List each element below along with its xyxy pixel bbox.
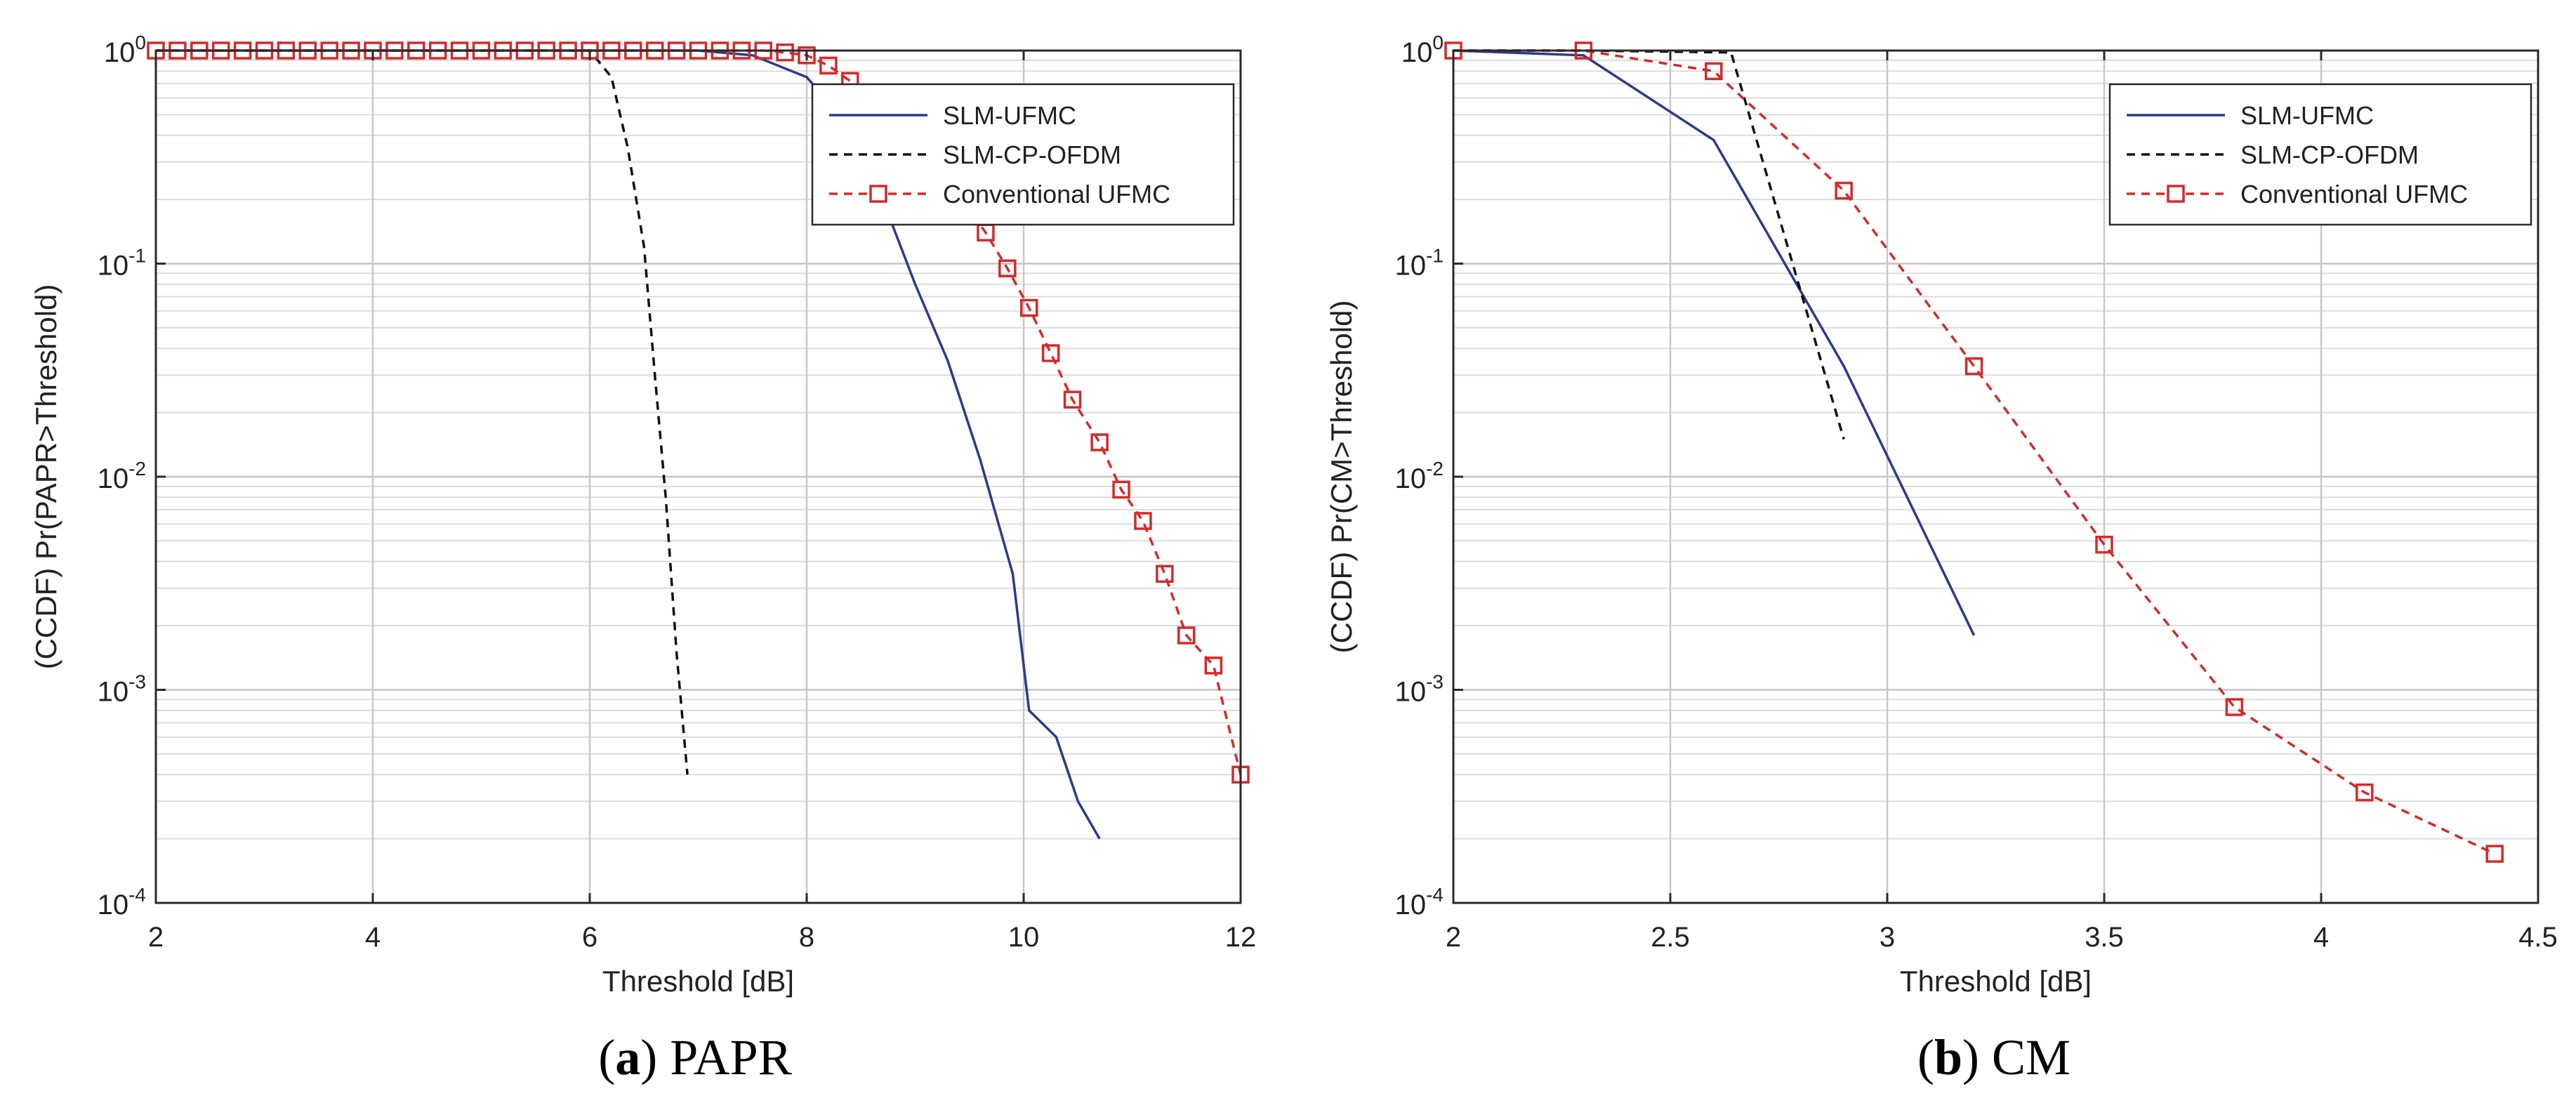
panel-caption: (b) CM (1917, 1029, 2070, 1085)
legend-entry-label: SLM-UFMC (2240, 101, 2374, 130)
data-point-marker (1204, 656, 1223, 675)
y-axis-label: (CCDF) Pr(CM>Threshold) (1325, 300, 1358, 654)
chart-panel-b: 2 2.5 3 3.5 4 4.5 100 10-1 10-2 10-3 10-4 Threshold… (1325, 32, 2558, 1085)
data-point-marker (1112, 480, 1130, 499)
legend: SLM-UFMC SLM-CP-OFDM Conventional UFMC (811, 83, 1235, 226)
x-tick-label: 10 (1008, 922, 1040, 953)
x-tick-label: 2.5 (1651, 922, 1690, 953)
data-point-marker (1041, 344, 1060, 362)
y-axis-label: (CCDF) Pr(PAPR>Threshold) (29, 284, 62, 670)
x-tick-label: 4.5 (2518, 922, 2558, 953)
data-point-marker (1156, 564, 1174, 583)
data-point-marker (998, 259, 1017, 278)
y-tick-label: 10-4 (98, 884, 146, 920)
x-tick-label: 3.5 (2085, 922, 2124, 953)
x-tick-label: 4 (2313, 922, 2329, 953)
panel-caption: (a) PAPR (598, 1029, 791, 1085)
data-point-marker (1705, 62, 1723, 81)
chart-panel-a: 2 4 6 8 10 12 100 10-1 10-2 10-3 10-4 Threshold [dB… (29, 32, 1256, 1085)
y-tick-label: 10-3 (1395, 671, 1444, 708)
data-point-marker (1134, 512, 1152, 530)
data-point-marker (2095, 535, 2113, 554)
x-tick-label: 12 (1225, 922, 1257, 953)
data-point-marker (1177, 626, 1196, 645)
x-axis-label: Threshold [dB] (602, 965, 794, 998)
legend-entry-label: Conventional UFMC (2240, 180, 2468, 209)
legend-swatch-marker (869, 185, 887, 203)
y-tick-label: 10-1 (98, 245, 146, 282)
legend-entry-label: SLM-CP-OFDM (2240, 140, 2419, 169)
data-point-marker (1019, 298, 1038, 317)
y-tick-label: 10-2 (98, 458, 146, 494)
y-tick-label: 100 (1401, 32, 1444, 68)
data-point-marker (2485, 845, 2504, 863)
x-tick-label: 2 (148, 922, 164, 953)
data-point-marker (1090, 433, 1109, 451)
data-point-marker (1063, 390, 1082, 409)
data-point-marker (2356, 783, 2374, 802)
y-tick-label: 10-3 (98, 671, 146, 708)
data-point-marker (1964, 357, 1983, 376)
y-tick-label: 100 (104, 32, 146, 68)
grid (154, 49, 1242, 904)
data-point-marker (776, 43, 794, 62)
data-point-marker (819, 56, 838, 75)
data-point-marker (1835, 181, 1853, 200)
series-line-slm-ufmc (1453, 49, 1976, 636)
x-tick-label: 4 (365, 922, 381, 953)
legend-swatch-marker (2167, 185, 2185, 203)
x-tick-label: 8 (799, 922, 814, 953)
legend-entry-label: SLM-UFMC (943, 101, 1076, 130)
x-tick-label: 2 (1446, 922, 1461, 953)
x-axis-label: Threshold [dB] (1900, 965, 2092, 998)
data-point-marker (798, 46, 816, 65)
y-tick-label: 10-2 (1395, 458, 1444, 494)
x-tick-label: 6 (582, 922, 597, 953)
legend-entry-label: Conventional UFMC (943, 180, 1170, 209)
data-point-marker (2225, 698, 2244, 716)
x-tick-label: 3 (1880, 922, 1895, 953)
legend-entry-label: SLM-CP-OFDM (943, 140, 1121, 169)
y-tick-label: 10-1 (1395, 245, 1444, 282)
y-tick-label: 10-4 (1395, 884, 1444, 920)
legend: SLM-UFMC SLM-CP-OFDM Conventional UFMC (2108, 83, 2532, 226)
